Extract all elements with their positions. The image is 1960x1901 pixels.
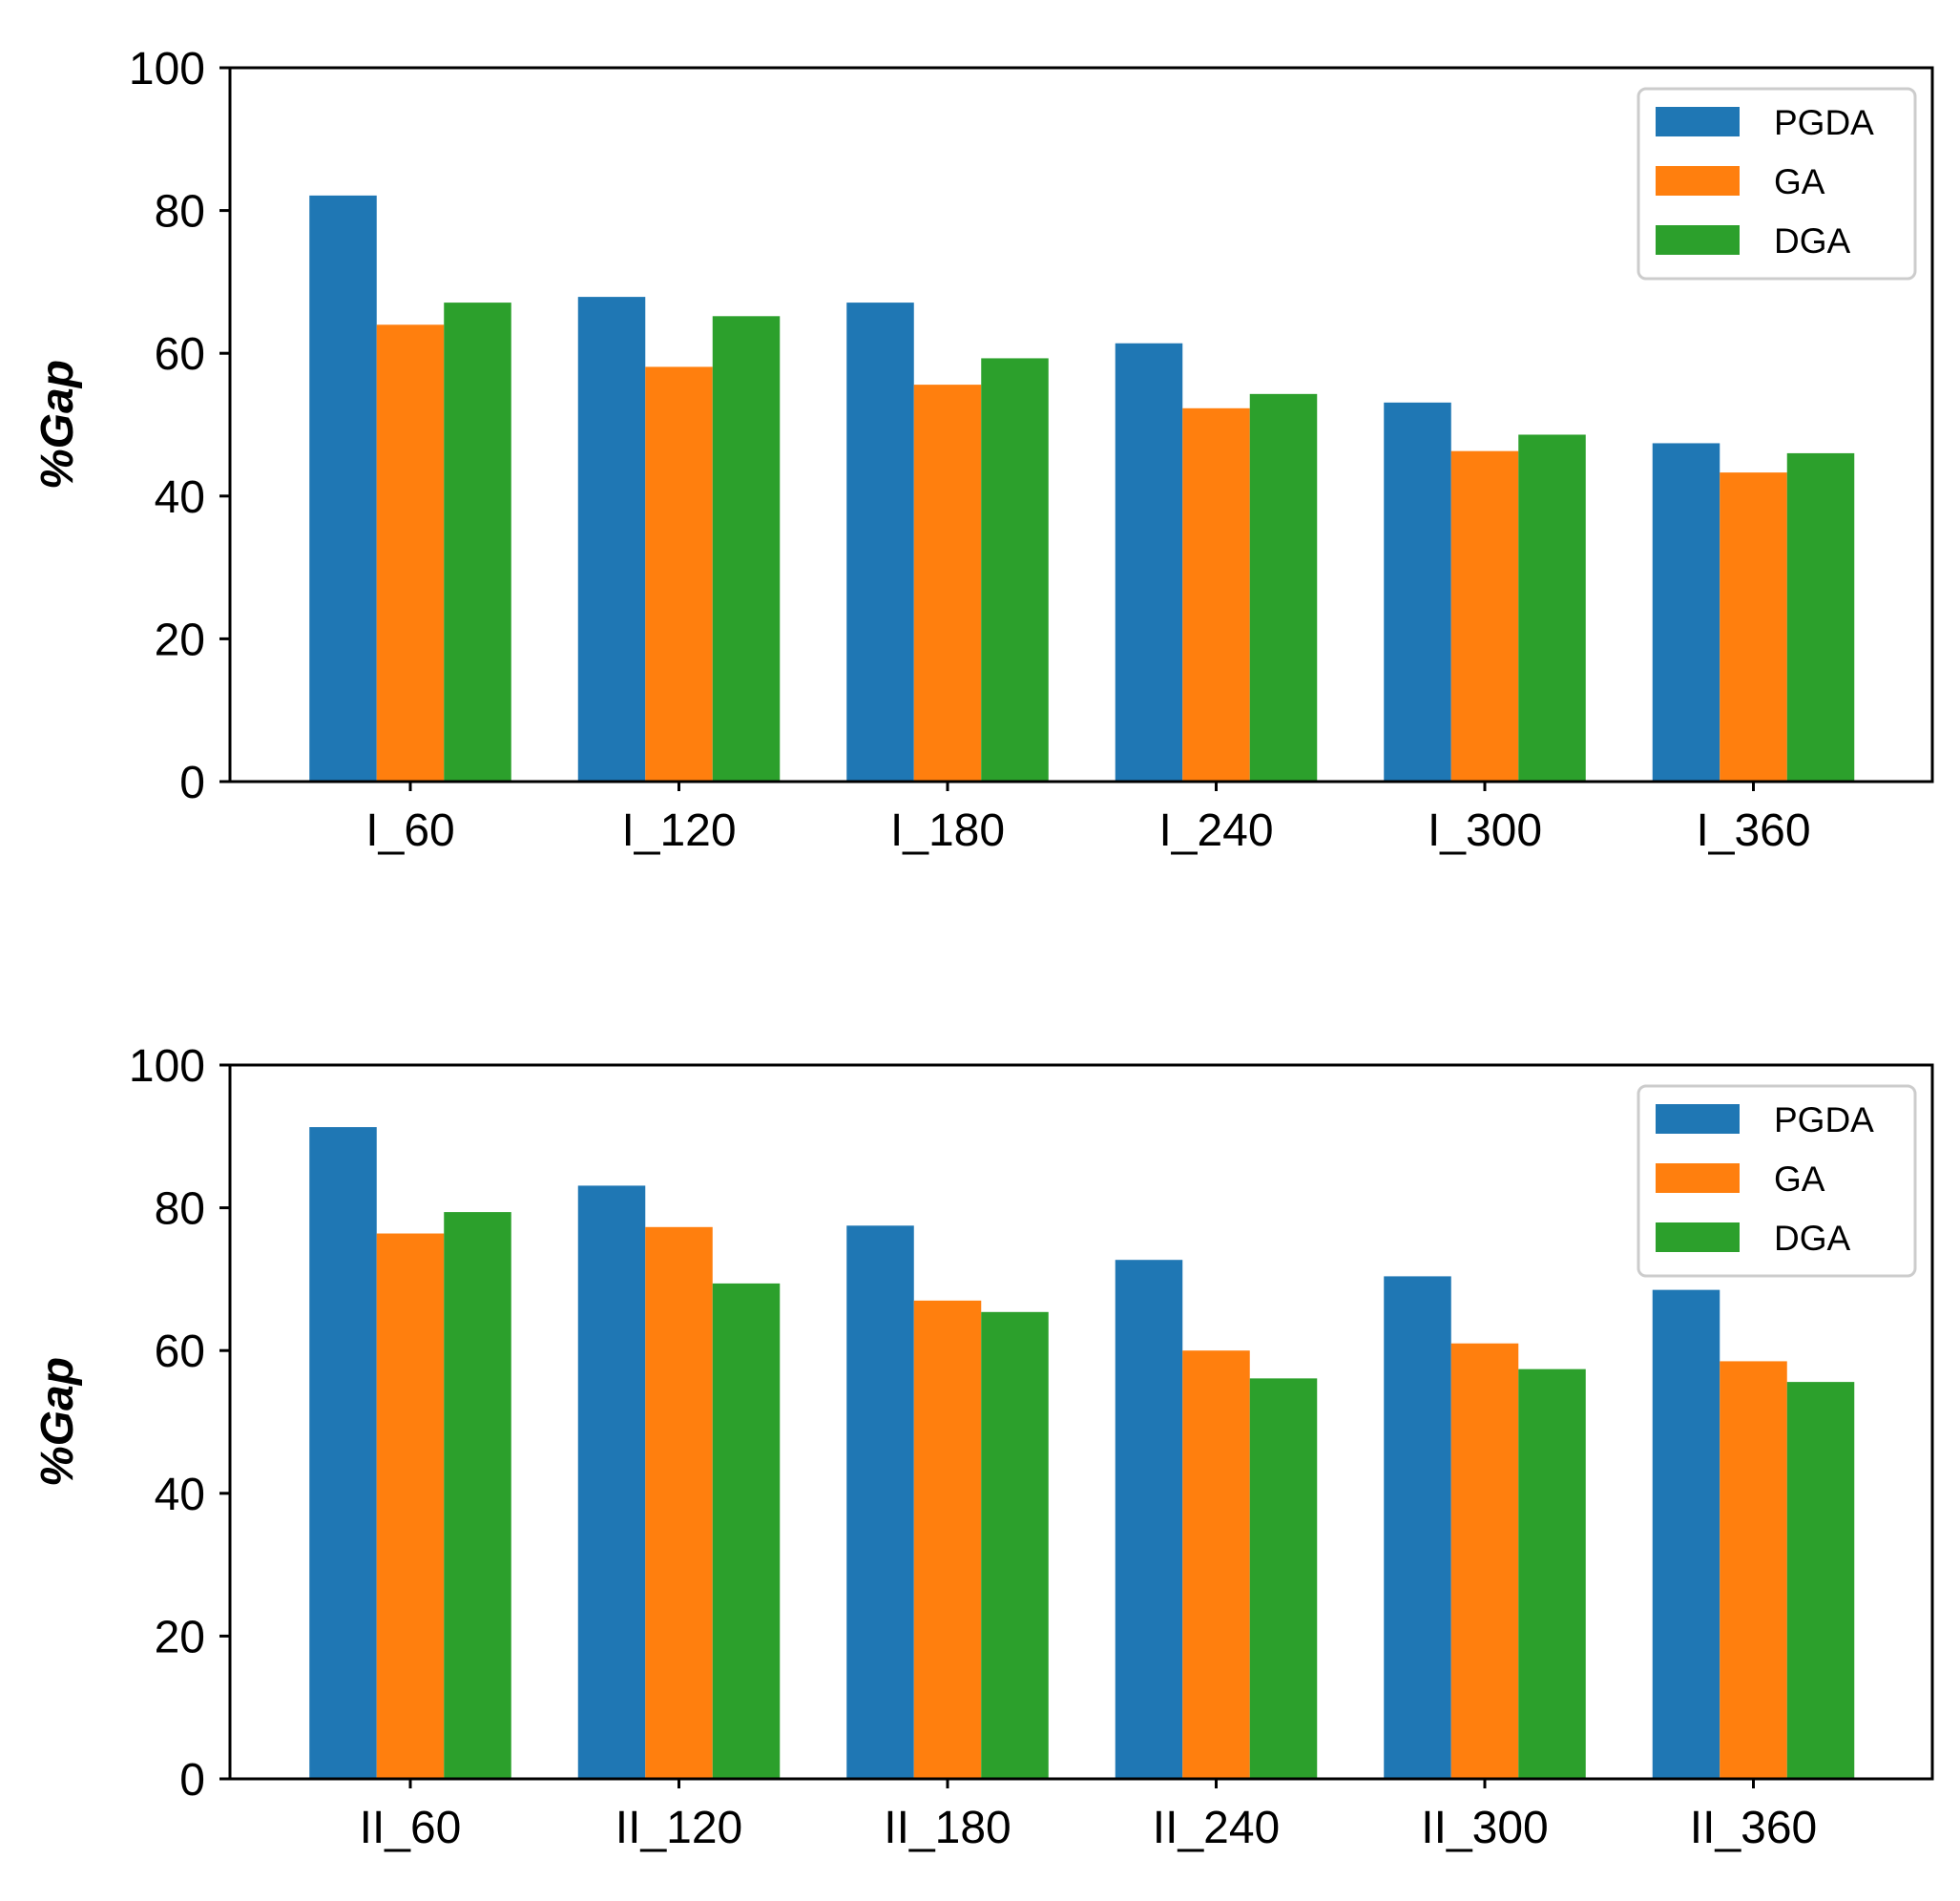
x-tick-label: I_60 (365, 805, 454, 856)
bar-pgda-i_120 (577, 297, 646, 782)
y-tick-label: 100 (129, 1041, 205, 1092)
bar-dga-ii_300 (1518, 1368, 1586, 1779)
bar-ga-ii_360 (1720, 1361, 1787, 1779)
chart-panel-2: II_60 II_120 II_180 II_240 II_300 II_360 0 20 40… (32, 1041, 1934, 1853)
y-tick-label: 0 (179, 758, 205, 808)
x-tick-label: I_300 (1428, 805, 1542, 856)
x-tick-label: I_180 (890, 805, 1005, 856)
chart-panel-1: I_60 I_120 I_180 I_240 I_300 I_360 0 20 40 60 80 10… (32, 44, 1934, 856)
bar-dga-ii_360 (1786, 1382, 1855, 1779)
bar-pgda-i_180 (846, 303, 914, 782)
x-tick-label: II_300 (1421, 1803, 1548, 1853)
bar-pgda-ii_120 (577, 1185, 646, 1779)
legend-label-dga: DGA (1774, 221, 1851, 261)
bar-pgda-i_240 (1115, 343, 1183, 782)
legend-label-pgda: PGDA (1774, 1100, 1874, 1139)
y-tick-label: 80 (155, 1184, 205, 1235)
bar-pgda-ii_300 (1384, 1276, 1451, 1779)
bar-dga-i_240 (1249, 393, 1318, 782)
bar-dga-i_300 (1518, 434, 1586, 782)
y-tick-label: 20 (155, 615, 205, 665)
legend-swatch-pgda (1656, 107, 1740, 136)
bar-dga-ii_60 (444, 1212, 511, 1779)
bar-pgda-ii_60 (309, 1127, 377, 1779)
y-tick-label: 60 (155, 1327, 205, 1377)
bar-pgda-ii_180 (846, 1225, 914, 1779)
x-tick-label: II_180 (884, 1803, 1011, 1853)
bar-dga-i_360 (1786, 452, 1855, 782)
bar-ga-ii_120 (645, 1226, 713, 1779)
bar-ga-i_60 (376, 324, 445, 782)
y-axis-label: %Gap (32, 1357, 83, 1487)
bar-pgda-ii_240 (1115, 1260, 1183, 1779)
legend: PGDA GA DGA (1637, 87, 1917, 281)
y-tick-label: 80 (155, 187, 205, 238)
y-tick-label: 0 (179, 1755, 205, 1806)
bar-ga-ii_240 (1182, 1350, 1250, 1779)
bar-dga-i_60 (444, 303, 511, 782)
bar-pgda-ii_360 (1652, 1289, 1720, 1779)
y-tick-label: 60 (155, 329, 205, 380)
bar-pgda-i_300 (1384, 402, 1451, 782)
legend-label-ga: GA (1774, 162, 1825, 201)
legend-label-ga: GA (1774, 1159, 1825, 1199)
bar-pgda-i_60 (309, 195, 377, 783)
bar-ga-ii_60 (376, 1233, 445, 1779)
x-tick-label: II_240 (1153, 1803, 1280, 1853)
x-tick-label: II_360 (1690, 1803, 1817, 1853)
legend: PGDA GA DGA (1637, 1084, 1917, 1278)
legend-swatch-ga (1656, 1163, 1740, 1193)
legend-swatch-ga (1656, 166, 1740, 196)
bar-ga-ii_180 (913, 1300, 982, 1779)
legend-swatch-dga (1656, 225, 1740, 255)
bar-dga-ii_240 (1249, 1378, 1318, 1779)
bar-ga-i_360 (1720, 472, 1787, 782)
bar-ga-i_300 (1450, 450, 1519, 782)
bar-dga-i_120 (712, 316, 781, 782)
bar-dga-i_180 (981, 358, 1049, 782)
legend-swatch-pgda (1656, 1104, 1740, 1134)
bar-ga-i_180 (913, 385, 982, 782)
x-tick-label: I_240 (1158, 805, 1273, 856)
bar-dga-ii_120 (712, 1283, 781, 1779)
x-tick-label: II_120 (615, 1803, 742, 1853)
bar-pgda-i_360 (1652, 443, 1720, 782)
y-tick-label: 100 (129, 44, 205, 94)
legend-label-pgda: PGDA (1774, 103, 1874, 142)
legend-swatch-dga (1656, 1222, 1740, 1252)
x-tick-label: II_60 (360, 1803, 462, 1853)
bar-ga-i_240 (1182, 407, 1250, 782)
y-tick-label: 20 (155, 1612, 205, 1662)
axes-frame (228, 66, 1934, 783)
bar-ga-ii_300 (1450, 1343, 1519, 1779)
x-tick-label: I_360 (1696, 805, 1810, 856)
bar-dga-ii_180 (981, 1311, 1049, 1779)
axes-frame (228, 1063, 1934, 1781)
legend-label-dga: DGA (1774, 1219, 1851, 1258)
bar-ga-i_120 (645, 366, 713, 782)
y-tick-label: 40 (155, 1470, 205, 1520)
y-axis-label: %Gap (32, 360, 83, 490)
x-tick-label: I_120 (621, 805, 736, 856)
y-tick-label: 40 (155, 472, 205, 523)
